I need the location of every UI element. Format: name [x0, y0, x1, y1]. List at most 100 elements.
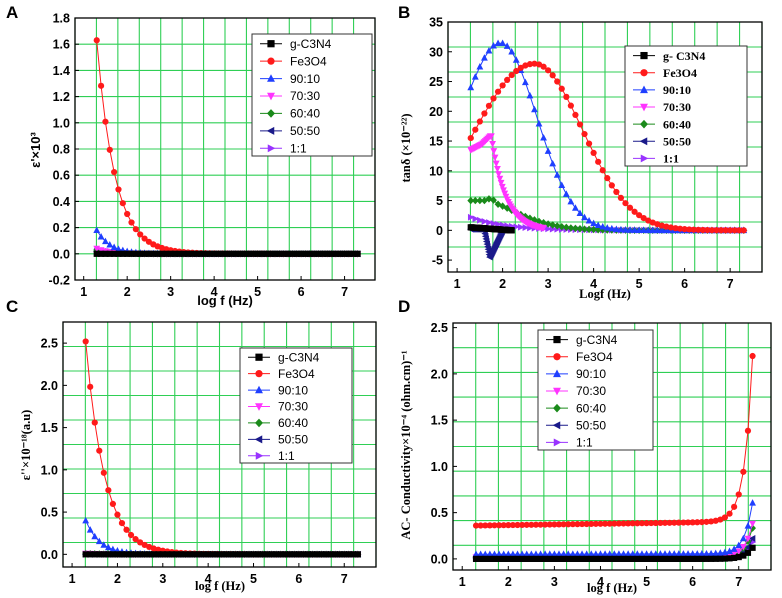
data-point-g-c3n4: [291, 551, 298, 558]
data-point-70-30: [496, 175, 504, 183]
data-point-g-c3n4: [282, 551, 289, 558]
legend-label-fe3o4: Fe3O4: [278, 367, 315, 381]
y-tick-label: 0.8: [53, 143, 70, 157]
data-point-g-c3n4: [532, 555, 540, 562]
data-point-90-10: [86, 526, 94, 533]
data-point-fe3o4: [563, 93, 570, 100]
data-point-fe3o4: [82, 338, 89, 345]
data-point-g-c3n4: [280, 250, 287, 257]
series-g-c3n4: [93, 250, 361, 257]
data-point-50-50: [744, 543, 751, 551]
legend-marker-g-c3n4: [255, 353, 263, 361]
data-point-fe3o4: [634, 520, 641, 527]
data-point-90-10: [652, 550, 660, 557]
data-point-fe3o4: [676, 225, 684, 232]
data-point-90-10: [735, 541, 743, 549]
x-tick-label: 6: [689, 575, 696, 589]
data-point-fe3o4: [611, 520, 618, 527]
x-axis-label-c: log f (Hz): [195, 579, 245, 593]
series-g-c3n4: [82, 551, 361, 558]
data-point-g-c3n4: [184, 250, 192, 257]
data-point-fe3o4: [626, 204, 634, 211]
data-point-90-10: [663, 226, 670, 234]
data-point-90-10: [594, 221, 602, 229]
legend-a: g-C3N4 Fe3O4 90:10 70:30 60:40 50:50 1:1: [251, 33, 373, 157]
legend-label-60-40: 60:40: [278, 416, 308, 430]
data-point-g-c3n4: [350, 250, 357, 257]
x-tick-label: 7: [735, 575, 742, 589]
panel-label-b: B: [398, 3, 410, 22]
data-point-90-10: [546, 550, 554, 557]
data-point-g-c3n4: [286, 551, 293, 558]
data-point-60-40: [562, 223, 570, 232]
data-point-fe3o4: [731, 503, 738, 510]
data-point-g-c3n4: [268, 551, 275, 558]
data-point-g-c3n4: [87, 551, 94, 558]
data-point-fe3o4: [576, 121, 584, 128]
data-point-g-c3n4: [141, 250, 148, 257]
legend-marker-60-40: [255, 418, 263, 428]
data-point-fe3o4: [97, 82, 105, 89]
data-point-90-10: [649, 226, 657, 234]
data-point-g-c3n4: [200, 551, 207, 558]
data-point-70-30: [489, 141, 497, 148]
data-point-g-c3n4: [150, 250, 157, 257]
data-point-g-c3n4: [295, 551, 302, 558]
data-point-g-c3n4: [477, 555, 484, 562]
data-point-fe3o4: [657, 519, 664, 527]
legend-label-g-c3n4: g-C3N4: [576, 333, 618, 347]
x-tick-label: 5: [250, 572, 257, 586]
data-point-90-10: [592, 550, 600, 557]
legend-marker-1-1: [553, 438, 562, 447]
data-point-g-c3n4: [680, 555, 687, 562]
y-tick-label: 0.6: [53, 169, 70, 183]
data-point-g-c3n4: [684, 555, 692, 562]
data-point-g-c3n4: [219, 250, 226, 257]
x-tick-label: 6: [295, 572, 302, 586]
legend-c: g-C3N4 Fe3O4 90:10 70:30 60:40 50:50 1:1: [239, 347, 353, 464]
data-point-g-c3n4: [241, 250, 248, 257]
data-point-fe3o4: [482, 522, 489, 529]
data-point-fe3o4: [638, 520, 646, 527]
legend-marker-70-30: [255, 403, 263, 411]
data-point-fe3o4: [540, 63, 547, 70]
data-point-g-c3n4: [318, 551, 325, 558]
panel-d: D 1 2 3 4 5 6 7 0.0 0.5 1.0 1.5 2.0 2.5 log f (Hz) AC- …: [398, 297, 772, 595]
data-point-90-10: [491, 550, 498, 558]
data-point-fe3o4: [686, 226, 693, 233]
data-point-fe3o4: [721, 514, 729, 521]
data-point-1-1: [486, 219, 493, 226]
panel-label-d: D: [398, 297, 410, 316]
data-point-fe3o4: [546, 521, 553, 528]
data-point-g-c3n4: [245, 551, 253, 558]
data-point-g-c3n4: [254, 250, 261, 257]
legend-marker-fe3o4: [267, 57, 275, 65]
data-point-90-10: [526, 91, 534, 99]
data-point-fe3o4: [703, 518, 710, 525]
y-tick-label: 2.5: [431, 321, 448, 335]
data-point-fe3o4: [581, 130, 588, 138]
data-point-90-10: [638, 550, 646, 557]
data-point-g-c3n4: [118, 551, 126, 558]
data-point-g-c3n4: [323, 551, 330, 558]
y-tick-label: 0.0: [53, 247, 70, 261]
plot-area-d: [472, 352, 757, 562]
data-point-g-c3n4: [205, 551, 212, 558]
data-point-g-c3n4: [500, 555, 507, 562]
data-point-fe3o4: [111, 168, 118, 176]
data-point-fe3o4: [472, 522, 480, 529]
data-point-90-10: [564, 550, 572, 557]
data-point-60-40: [581, 225, 588, 233]
data-point-90-10: [744, 522, 752, 529]
y-tick-label: 1.5: [431, 414, 448, 428]
x-axis-label-b: Logf (Hz): [579, 287, 631, 301]
y-tick-label: 2.5: [41, 337, 58, 351]
data-point-g-c3n4: [177, 551, 185, 558]
data-point-fe3o4: [615, 520, 623, 527]
data-point-g-c3n4: [211, 250, 218, 257]
data-point-g-c3n4: [145, 250, 153, 257]
data-point-90-10: [693, 550, 701, 557]
data-point-g-c3n4: [209, 551, 216, 558]
data-point-g-c3n4: [597, 555, 604, 562]
